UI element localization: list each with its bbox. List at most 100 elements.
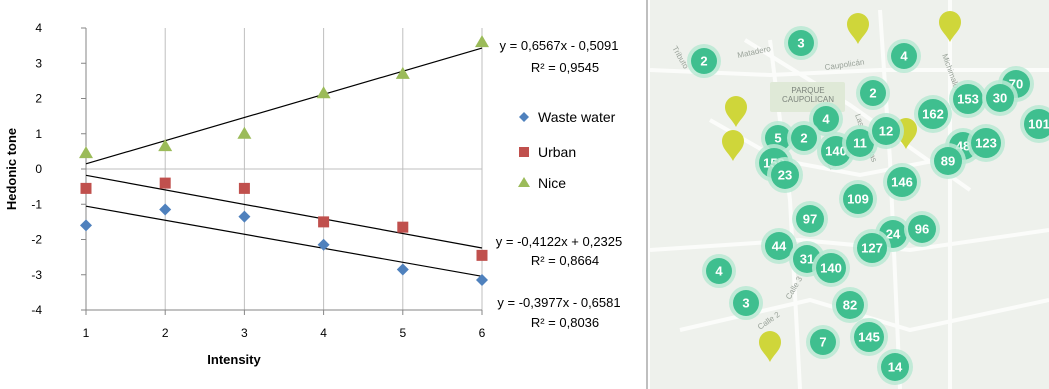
cluster-marker — [791, 125, 817, 151]
cluster-count: 24 — [886, 227, 901, 242]
trendline-equation: y = -0,3977x - 0,6581 — [497, 295, 620, 310]
map-road — [878, 9, 902, 389]
cluster-count: 146 — [891, 175, 913, 190]
data-point — [79, 146, 93, 159]
y-tick-label: 4 — [35, 21, 42, 35]
cluster-count: 101 — [1028, 117, 1049, 132]
cluster-count: 14 — [888, 360, 903, 375]
cluster-marker — [887, 167, 917, 197]
cluster-marker — [796, 205, 824, 233]
cluster-count: 140 — [825, 144, 847, 159]
cluster-marker — [765, 232, 793, 260]
cluster-marker — [953, 84, 983, 114]
data-point — [80, 182, 92, 194]
trendline-equation: y = -0,4122x + 0,2325 — [496, 234, 622, 249]
trendline — [85, 47, 483, 165]
data-point — [237, 126, 252, 139]
y-tick-label: 2 — [35, 92, 42, 106]
cluster-count: 4 — [715, 264, 723, 279]
x-tick-label: 1 — [83, 326, 90, 340]
cluster-map[interactable]: PARQUE CAUPOLICAN Matadero Caupolicán Tribut… — [650, 0, 1049, 389]
cluster-marker — [908, 215, 936, 243]
cluster-count: 127 — [861, 241, 883, 256]
data-point — [80, 219, 92, 232]
cluster-count: 97 — [803, 212, 817, 227]
data-point — [159, 203, 172, 216]
trendline — [85, 174, 483, 249]
cluster-marker — [918, 99, 948, 129]
cluster-count: 89 — [941, 154, 955, 169]
cluster-count: 2 — [800, 131, 807, 146]
cluster-marker — [810, 329, 836, 355]
legend-marker — [519, 112, 529, 122]
cluster-marker — [891, 43, 917, 69]
cluster-marker — [706, 258, 732, 284]
y-tick-label: -4 — [31, 303, 42, 317]
data-point — [396, 263, 409, 276]
cluster-marker — [1024, 109, 1049, 139]
cluster-marker — [854, 322, 884, 352]
cluster-count: 2 — [869, 86, 876, 101]
cluster-marker — [872, 117, 900, 145]
cluster-count: 123 — [975, 136, 997, 151]
cluster-count: 31 — [800, 252, 814, 267]
x-tick-label: 2 — [162, 326, 169, 340]
data-point — [318, 216, 330, 228]
cluster-count: 5 — [774, 131, 781, 146]
cluster-count: 7 — [819, 335, 826, 350]
cluster-count: 44 — [772, 239, 787, 254]
park-name: CAUPOLICAN — [782, 95, 834, 104]
street-label: Matadero — [737, 44, 772, 60]
map-canvas[interactable]: PARQUECAUPOLICANMataderoCaupolicánTribut… — [650, 0, 1049, 389]
cluster-marker — [843, 184, 873, 214]
cluster-marker — [813, 106, 839, 132]
cluster-marker — [986, 84, 1014, 112]
x-axis-title: Intensity — [207, 352, 261, 367]
data-point — [475, 35, 489, 48]
cluster-marker — [857, 233, 887, 263]
cluster-marker — [771, 161, 799, 189]
cluster-count: 3 — [742, 296, 749, 311]
data-point — [397, 221, 409, 233]
cluster-count: 140 — [820, 261, 842, 276]
map-road — [650, 228, 1049, 253]
cluster-count: 3 — [797, 36, 804, 51]
cluster-count: 12 — [879, 124, 893, 139]
trendline-r2: R² = 0,8664 — [531, 253, 599, 268]
cluster-count: 11 — [853, 136, 867, 151]
trendline-r2: R² = 0,8036 — [531, 315, 599, 330]
cluster-count: 145 — [858, 330, 880, 345]
trendline-equation: y = 0,6567x - 0,5091 — [500, 38, 619, 53]
data-point — [158, 139, 173, 152]
y-tick-label: -1 — [31, 197, 42, 211]
legend-label: Waste water — [538, 109, 616, 125]
x-tick-label: 3 — [241, 326, 248, 340]
location-marker-icon — [759, 331, 781, 362]
y-axis-title: Hedonic tone — [4, 128, 19, 210]
data-point — [476, 274, 488, 287]
cluster-marker — [816, 253, 846, 283]
data-point — [317, 238, 330, 251]
cluster-marker — [860, 80, 886, 106]
cluster-count: 4 — [900, 49, 908, 64]
y-tick-label: 1 — [35, 127, 42, 141]
cluster-marker — [733, 290, 759, 316]
data-point — [395, 66, 410, 79]
trendline-r2: R² = 0,9545 — [531, 60, 599, 75]
cluster-count: 109 — [847, 192, 869, 207]
x-tick-label: 5 — [399, 326, 406, 340]
map-road — [709, 118, 991, 178]
data-point — [159, 177, 171, 189]
cluster-marker — [934, 147, 962, 175]
hedonic-tone-chart: 4 3 2 1 0 -1 -2 -3 -4 1 2 3 4 5 6 Intensity Hedonic tone… — [4, 0, 648, 389]
y-tick-label: -2 — [31, 233, 42, 247]
cluster-count: 153 — [957, 92, 979, 107]
legend-marker — [519, 147, 529, 157]
data-point — [238, 210, 251, 223]
data-point — [476, 249, 488, 261]
location-marker-icon — [939, 11, 961, 42]
cluster-count: 30 — [993, 91, 1007, 106]
cluster-marker — [691, 48, 717, 74]
cluster-marker — [788, 30, 814, 56]
legend-marker — [518, 177, 530, 187]
